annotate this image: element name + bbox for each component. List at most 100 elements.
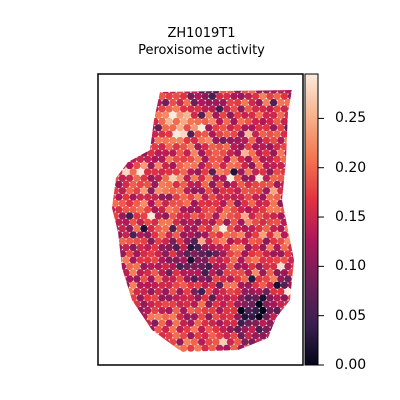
tissue-spot bbox=[269, 187, 278, 195]
tissue-spot bbox=[269, 174, 278, 182]
tissue-spot bbox=[244, 193, 253, 201]
tissue-spot bbox=[187, 243, 195, 252]
tissue-spot bbox=[187, 281, 195, 289]
tissue-spot bbox=[277, 98, 285, 107]
tissue-spot bbox=[125, 224, 134, 233]
tissue-spot bbox=[273, 306, 281, 315]
tissue-spot bbox=[280, 269, 289, 277]
tissue-spot bbox=[187, 143, 195, 151]
tissue-spot bbox=[255, 187, 263, 195]
tissue-spot bbox=[129, 256, 137, 264]
tissue-spot bbox=[133, 275, 141, 283]
tissue-spot bbox=[241, 287, 249, 296]
tissue-spot bbox=[226, 98, 235, 107]
tissue-spot bbox=[161, 136, 170, 145]
tissue-spot bbox=[187, 206, 195, 214]
tissue-spot bbox=[237, 281, 245, 289]
tissue-spot bbox=[194, 344, 202, 352]
tissue-spot bbox=[277, 212, 285, 220]
tissue-spot bbox=[208, 218, 217, 226]
tissue-spot bbox=[241, 325, 249, 334]
tissue-spot bbox=[208, 231, 217, 239]
tissue-spot bbox=[176, 199, 184, 208]
tissue-spot bbox=[237, 319, 245, 327]
tissue-spot bbox=[223, 193, 231, 201]
tissue-spot bbox=[176, 124, 184, 132]
tissue-spot bbox=[176, 250, 184, 258]
tissue-spot bbox=[255, 174, 263, 182]
tissue-spot bbox=[223, 206, 231, 214]
tissue-spot bbox=[154, 111, 163, 119]
tissue-spot bbox=[118, 187, 127, 195]
tissue-spot bbox=[248, 136, 256, 145]
tissue-spot bbox=[241, 250, 249, 258]
tissue-spot bbox=[244, 143, 253, 151]
tissue-spot bbox=[277, 262, 285, 271]
tissue-spot bbox=[262, 325, 271, 334]
tissue-spot bbox=[233, 98, 242, 107]
tissue-spot bbox=[147, 275, 155, 283]
tissue-spot bbox=[266, 218, 274, 226]
tissue-spot bbox=[233, 237, 242, 245]
tissue-spot bbox=[269, 149, 278, 157]
tissue-spot bbox=[133, 287, 141, 296]
tissue-spot bbox=[212, 161, 220, 170]
tissue-spot bbox=[259, 256, 267, 264]
tissue-spot bbox=[237, 117, 245, 126]
tissue-spot bbox=[165, 130, 173, 138]
tissue-spot bbox=[165, 180, 173, 189]
tissue-spot bbox=[179, 243, 188, 252]
tissue-spot bbox=[273, 105, 281, 113]
tissue-spot bbox=[154, 262, 163, 271]
tissue-spot bbox=[165, 155, 173, 163]
tissue-spot bbox=[287, 256, 294, 264]
tissue-spot bbox=[194, 168, 202, 176]
tissue-spot bbox=[230, 231, 238, 239]
tissue-spot bbox=[259, 193, 267, 201]
tissue-spot bbox=[161, 174, 170, 182]
tissue-spot bbox=[154, 287, 163, 296]
tissue-spot bbox=[161, 149, 170, 157]
tissue-spot bbox=[223, 218, 231, 226]
tissue-spot bbox=[169, 287, 177, 296]
tissue-spot bbox=[223, 155, 231, 163]
tissue-spot bbox=[201, 105, 209, 113]
tissue-spot bbox=[255, 262, 263, 271]
tissue-spot bbox=[215, 243, 224, 252]
tissue-spot bbox=[212, 199, 220, 208]
tissue-spot bbox=[140, 174, 148, 182]
tissue-spot bbox=[158, 92, 166, 101]
tissue-spot bbox=[241, 338, 249, 346]
tissue-spot bbox=[248, 237, 256, 245]
tissue-spot bbox=[165, 269, 173, 277]
tissue-spot bbox=[244, 168, 253, 176]
tissue-spot bbox=[197, 187, 206, 195]
tissue-spot bbox=[197, 325, 206, 334]
tissue-spot bbox=[219, 313, 227, 321]
tissue-spot bbox=[205, 287, 213, 296]
tissue-spot bbox=[219, 174, 227, 182]
tissue-spot bbox=[161, 287, 170, 296]
tissue-spot bbox=[118, 224, 127, 233]
tissue-spot bbox=[219, 338, 227, 346]
colorbar-tick-label: 0.25 bbox=[335, 110, 367, 127]
tissue-spot bbox=[190, 275, 199, 283]
tissue-spot bbox=[183, 275, 191, 283]
tissue-spot bbox=[154, 212, 163, 220]
tissue-spot bbox=[251, 180, 260, 189]
tissue-spot bbox=[147, 262, 155, 271]
tissue-spot bbox=[230, 294, 238, 302]
tissue-spot bbox=[165, 294, 173, 302]
tissue-spot bbox=[215, 206, 224, 214]
tissue-spot bbox=[241, 136, 249, 145]
tissue-spot bbox=[230, 105, 238, 113]
tissue-spot bbox=[269, 136, 278, 145]
tissue-spot bbox=[179, 117, 188, 126]
tissue-spot bbox=[165, 92, 173, 101]
tissue-spot bbox=[197, 199, 206, 208]
tissue-spot bbox=[190, 187, 199, 195]
tissue-spot bbox=[194, 243, 202, 252]
tissue-spot bbox=[176, 187, 184, 195]
tissue-spot bbox=[143, 180, 152, 189]
